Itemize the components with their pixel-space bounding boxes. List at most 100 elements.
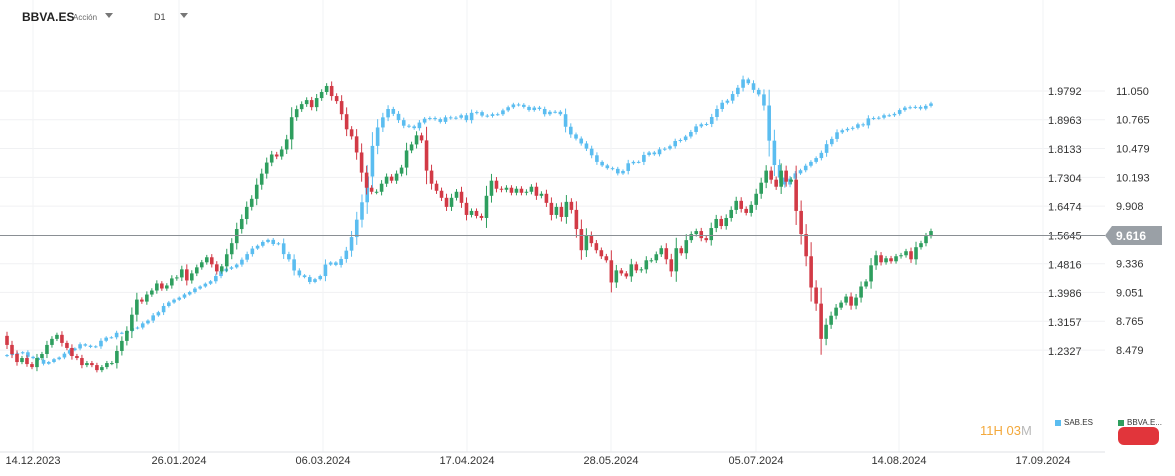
bbva-candle [894, 256, 898, 262]
bbva-candle [729, 209, 734, 218]
sab-candle [73, 348, 77, 351]
bbva-candle [115, 350, 119, 364]
bbva-candle [364, 172, 369, 188]
bbva-candle [349, 129, 354, 137]
bbva-candle [524, 191, 529, 193]
bbva-candle [614, 270, 619, 283]
symbol-label[interactable]: BBVA.ES [22, 10, 75, 24]
y-right-tick: 8.479 [1116, 345, 1144, 357]
bbva-candle [764, 170, 768, 183]
bbva-candle [574, 209, 579, 230]
sab-candle [751, 83, 756, 90]
sab-candle [835, 132, 839, 139]
y-left-tick: 1.8963 [1048, 115, 1082, 127]
bbva-candle [559, 206, 564, 217]
sell-button[interactable] [1118, 427, 1159, 445]
sab-series [5, 75, 933, 366]
sab-candle [830, 138, 834, 145]
bbva-candle [489, 180, 494, 196]
legend-item-sab[interactable]: SAB.ES [1055, 418, 1093, 427]
sab-candle [589, 148, 594, 156]
sab-candle [923, 105, 928, 109]
bbva-candle [419, 135, 424, 141]
bbva-candle [799, 210, 803, 235]
sab-candle [386, 109, 390, 118]
sab-candle [240, 259, 244, 265]
bbva-candle [299, 104, 304, 110]
bbva-candle [669, 259, 674, 272]
sab-candle [396, 113, 401, 121]
bbva-candle [50, 338, 54, 345]
bbva-candle [170, 278, 174, 286]
timeframe-label[interactable]: D1 [154, 12, 166, 22]
sab-candle [234, 264, 239, 268]
sab-candle [480, 112, 484, 116]
bbva-candle [414, 135, 419, 145]
bbva-candle [544, 193, 549, 203]
bbva-candle [579, 229, 584, 251]
bbva-candle [889, 258, 893, 262]
bbva-candle [529, 186, 534, 192]
bbva-candle [234, 229, 239, 244]
sab-candle [683, 136, 688, 140]
sab-candle [490, 114, 495, 116]
x-tick: 14.08.2024 [871, 455, 926, 467]
sab-candle [897, 110, 902, 114]
bbva-candle [289, 117, 294, 140]
legend-item-bbva[interactable]: BBVA.E... [1118, 418, 1162, 427]
bbva-candle [499, 188, 504, 190]
bbva-candle [724, 217, 729, 227]
bbva-candle [80, 358, 84, 366]
bbva-candle [549, 202, 554, 215]
sab-candle [292, 259, 296, 271]
bbva-candle [444, 197, 449, 207]
sab-candle [511, 104, 516, 108]
asset-type-label: Acción [73, 13, 98, 22]
sab-candle [678, 139, 683, 142]
bbva-candle [334, 96, 339, 102]
sab-candle [41, 359, 46, 364]
sab-candle [548, 111, 552, 115]
bbva-candle [769, 170, 773, 180]
bbva-candle [429, 170, 434, 184]
y-right-tick: 11.050 [1116, 86, 1149, 98]
sab-candle [699, 124, 704, 127]
bbva-candle [474, 210, 479, 216]
sab-candle [438, 119, 443, 122]
sab-candle [381, 117, 385, 128]
bbva-candle [504, 187, 509, 190]
bbva-candle [165, 285, 169, 289]
bbva-candle [904, 251, 908, 256]
bbva-candle [55, 334, 59, 339]
sab-candle [120, 332, 124, 334]
bbva-candle [150, 290, 154, 295]
bbva-candle [100, 367, 104, 371]
sab-candle [93, 346, 98, 348]
sab-candle [600, 161, 604, 166]
sab-candle [918, 106, 923, 109]
bbva-candle [90, 363, 94, 366]
bbva-candle [649, 260, 654, 262]
bbva-candle [469, 210, 474, 215]
bbva-candle [864, 281, 868, 287]
sab-candle [579, 138, 584, 144]
sab-candle [151, 315, 155, 321]
sab-candle [856, 124, 860, 128]
sab-candle [475, 112, 479, 114]
bbva-candle [539, 193, 544, 196]
timeframe-dropdown-icon[interactable] [180, 13, 188, 18]
sab-candle [605, 165, 610, 169]
symbol-dropdown-icon[interactable] [105, 13, 113, 18]
sab-candle [887, 115, 892, 117]
sab-candle [621, 170, 625, 174]
bbva-candle [15, 353, 19, 363]
bbva-candle [584, 235, 589, 251]
sab-candle [469, 112, 474, 121]
sab-candle [302, 275, 307, 278]
bbva-candle [809, 256, 813, 288]
bbva-candle [264, 162, 269, 174]
bbva-candle [65, 342, 69, 348]
sab-candle [31, 356, 35, 359]
sab-candle [527, 106, 531, 111]
